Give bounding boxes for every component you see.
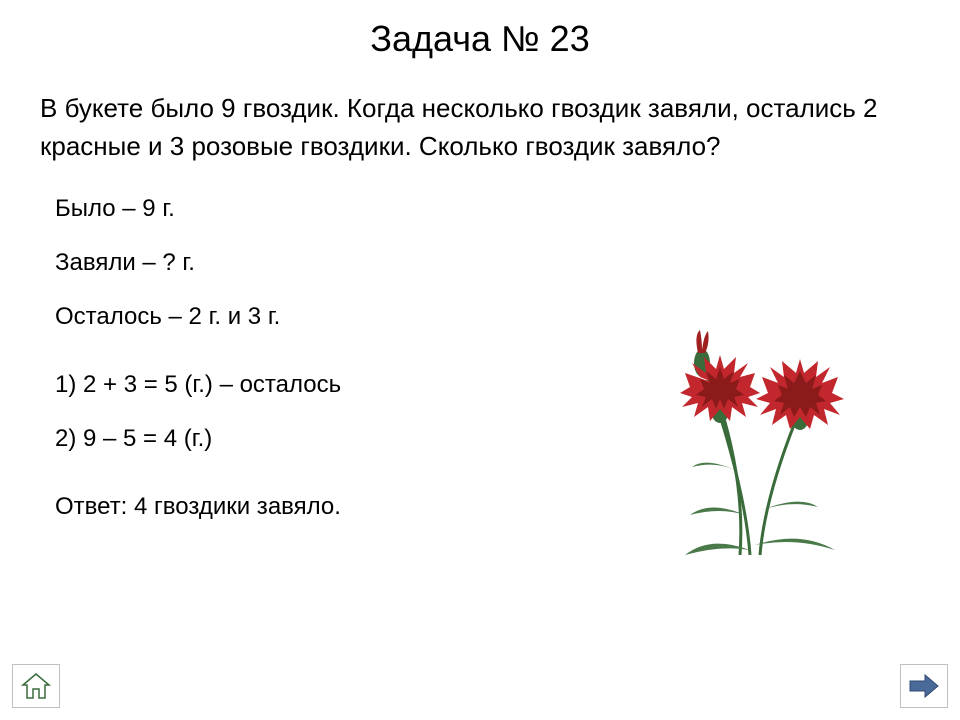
stem-2 (760, 410, 800, 555)
given-line-was: Было – 9 г. (55, 195, 920, 223)
flower-1 (680, 355, 760, 423)
page-title: Задача № 23 (0, 0, 960, 60)
leaf-4 (762, 502, 818, 510)
leaf-2 (755, 539, 835, 550)
flower-2 (756, 359, 844, 430)
given-line-wilted: Завяли – ? г. (55, 249, 920, 277)
next-button[interactable] (900, 664, 948, 708)
carnation-illustration (650, 285, 880, 565)
bud-petals (696, 330, 708, 353)
arrow-right-icon (907, 672, 941, 700)
leaf-5 (692, 463, 735, 470)
problem-statement: В букете было 9 гвоздик. Когда несколько… (0, 60, 960, 165)
leaf-3 (690, 508, 745, 516)
content-area: Было – 9 г. Завяли – ? г. Осталось – 2 г… (0, 165, 960, 521)
home-button[interactable] (12, 664, 60, 708)
home-icon (19, 671, 53, 701)
